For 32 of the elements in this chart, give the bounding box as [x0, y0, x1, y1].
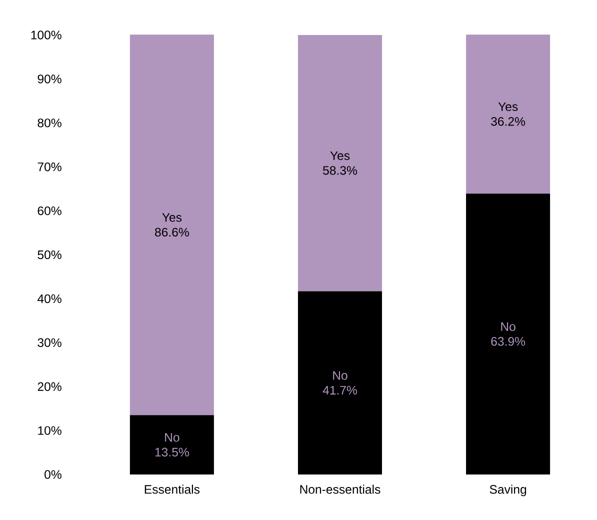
- data-label: 63.9%: [491, 337, 526, 346]
- y-tick-label: 60%: [38, 206, 62, 216]
- x-tick-label: Saving: [490, 484, 526, 496]
- y-tick-label: 50%: [38, 250, 62, 260]
- data-label: 36.2%: [491, 117, 526, 126]
- y-tick-label: 10%: [38, 426, 62, 435]
- bar: [130, 34, 214, 416]
- bar: [298, 291, 382, 475]
- text: Yes: [330, 151, 350, 160]
- y-tick-label: 70%: [38, 162, 62, 172]
- bar: [130, 415, 214, 475]
- data-label: 41.7%: [322, 386, 357, 395]
- y-tick-label: 20%: [38, 382, 62, 391]
- series-label: No: [165, 433, 180, 442]
- x-tick-label: Non-essentials: [300, 484, 380, 494]
- text: No: [333, 371, 348, 380]
- bar: [466, 34, 550, 194]
- x-tick-label: Essentials: [144, 484, 200, 494]
- data-label: 13.5%: [155, 448, 189, 457]
- bar: [466, 194, 550, 475]
- y-tick-label: 80%: [38, 118, 62, 128]
- y-tick-label: 90%: [38, 74, 62, 84]
- data-label: 86.6%: [155, 228, 189, 237]
- y-tick-label: 0%: [44, 470, 62, 479]
- y-tick-label: 100%: [31, 30, 62, 40]
- data-label: 58.3%: [323, 166, 357, 175]
- text: Yes: [498, 102, 518, 112]
- text: No: [501, 322, 516, 332]
- bar: [298, 35, 382, 292]
- series-label: Yes: [162, 213, 182, 222]
- y-tick-label: 30%: [38, 338, 62, 348]
- y-tick-label: 40%: [37, 294, 62, 304]
